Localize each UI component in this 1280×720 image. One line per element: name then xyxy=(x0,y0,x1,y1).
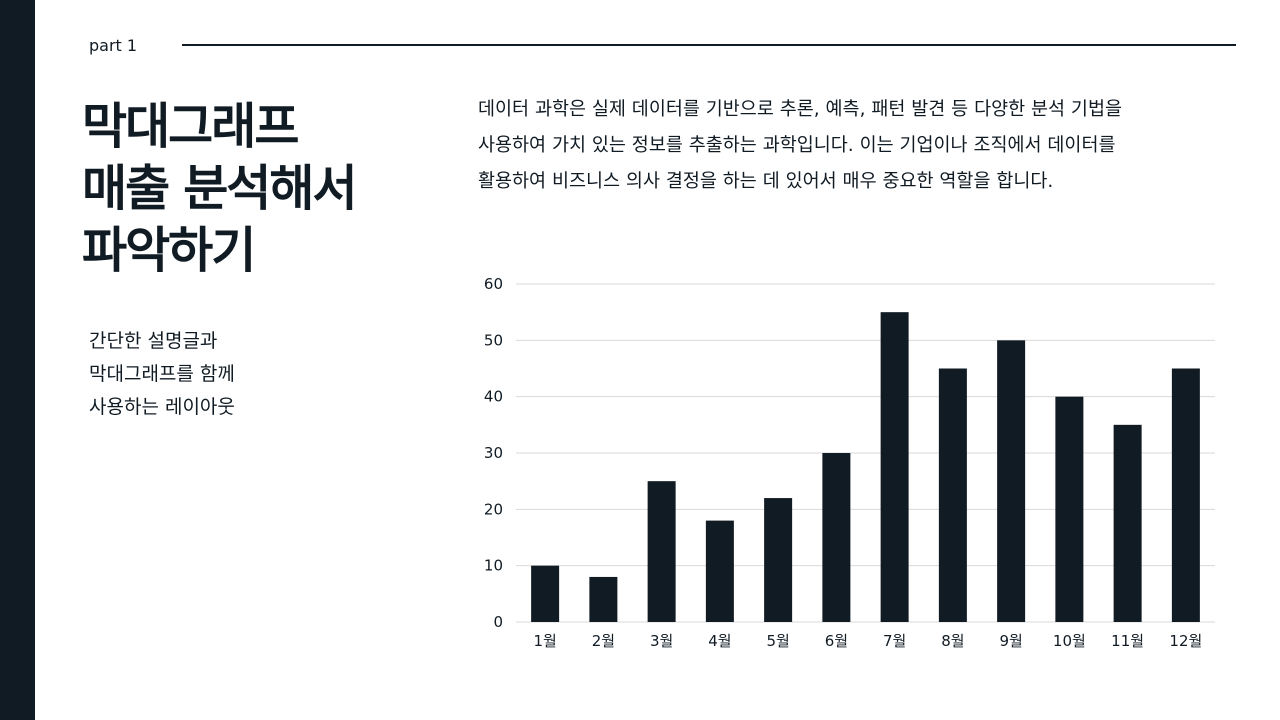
bar-6 xyxy=(822,453,851,622)
monthly-sales-bar-chart: 0 10 20 30 40 50 60 1월 2월 3월 4월 5월 6월 7월 8월 9월 10월 11월 12… xyxy=(484,275,1215,650)
x-tick-label: 3월 xyxy=(650,632,673,650)
bar-4 xyxy=(705,520,734,622)
bar-11 xyxy=(1113,424,1142,622)
x-tick-label: 9월 xyxy=(999,632,1022,650)
y-tick-label: 20 xyxy=(484,500,503,518)
x-tick-label: 5월 xyxy=(766,632,789,650)
bar-10 xyxy=(1055,396,1084,622)
bar-7 xyxy=(880,312,909,622)
y-tick-label: 10 xyxy=(484,557,503,575)
slide-title-line: 막대그래프 xyxy=(82,98,299,155)
header-divider xyxy=(182,44,1236,46)
y-tick-label: 0 xyxy=(493,613,503,631)
bar-8 xyxy=(938,368,967,622)
x-tick-label: 6월 xyxy=(825,632,848,650)
y-tick-label: 30 xyxy=(484,444,503,462)
y-tick-label: 60 xyxy=(484,275,503,293)
bar-2 xyxy=(589,576,618,622)
bar-12 xyxy=(1171,368,1200,622)
description-line: 활용하여 비즈니스 의사 결정을 하는 데 있어서 매우 중요한 역할을 합니다… xyxy=(478,171,1054,192)
y-tick-label: 40 xyxy=(484,388,503,406)
description-line: 데이터 과학은 실제 데이터를 기반으로 추론, 예측, 패턴 발견 등 다양한… xyxy=(478,99,1122,120)
x-tick-label: 8월 xyxy=(941,632,964,650)
part-label: part 1 xyxy=(89,36,138,55)
x-tick-label: 2월 xyxy=(592,632,615,650)
x-tick-label: 1월 xyxy=(533,632,556,650)
slide-subtitle: 간단한 설명글과 막대그래프를 함께 사용하는 레이아웃 xyxy=(89,325,235,424)
bar-1 xyxy=(531,565,560,622)
bar-3 xyxy=(647,481,676,622)
x-tick-label: 12월 xyxy=(1169,632,1202,650)
x-tick-label: 11월 xyxy=(1111,632,1144,650)
side-accent-bar xyxy=(0,0,35,720)
x-tick-label: 4월 xyxy=(708,632,731,650)
subtitle-line: 막대그래프를 함께 xyxy=(89,363,235,385)
x-tick-label: 10월 xyxy=(1053,632,1086,650)
slide-title-line: 파악하기 xyxy=(82,222,256,279)
gridlines xyxy=(516,283,1215,623)
slide-title: 막대그래프 매출 분석해서 파악하기 xyxy=(82,96,358,282)
subtitle-line: 간단한 설명글과 xyxy=(89,330,218,352)
x-axis-ticks: 1월 2월 3월 4월 5월 6월 7월 8월 9월 10월 11월 12월 xyxy=(533,632,1202,650)
y-tick-label: 50 xyxy=(484,331,503,349)
x-tick-label: 7월 xyxy=(883,632,906,650)
y-axis-ticks: 0 10 20 30 40 50 60 xyxy=(484,275,503,631)
bars xyxy=(531,312,1200,622)
subtitle-line: 사용하는 레이아웃 xyxy=(89,396,235,418)
description-line: 사용하여 가치 있는 정보를 추출하는 과학입니다. 이는 기업이나 조직에서 … xyxy=(478,135,1116,156)
description-paragraph: 데이터 과학은 실제 데이터를 기반으로 추론, 예측, 패턴 발견 등 다양한… xyxy=(478,92,1238,200)
bar-5 xyxy=(764,498,793,622)
slide-title-line: 매출 분석해서 xyxy=(82,160,358,217)
bar-9 xyxy=(997,340,1026,622)
